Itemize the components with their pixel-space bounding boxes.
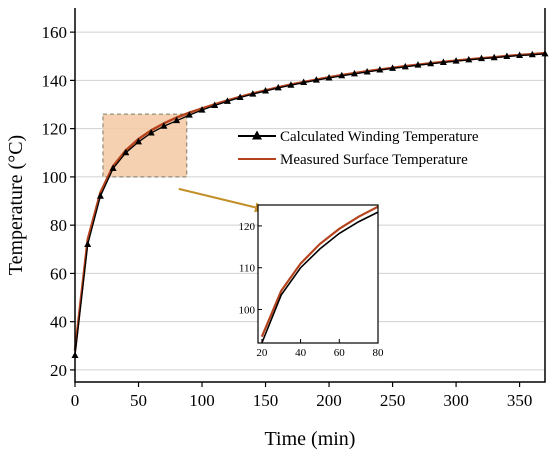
inset-background bbox=[258, 205, 378, 343]
data-point-calculated bbox=[490, 53, 498, 61]
data-point-calculated bbox=[211, 101, 219, 108]
data-point-calculated bbox=[338, 71, 346, 79]
legend-label-measured: Measured Surface Temperature bbox=[280, 152, 468, 168]
legend-label-calculated: Calculated Winding Temperature bbox=[280, 129, 479, 145]
data-point-calculated bbox=[287, 81, 295, 88]
zoom-highlight-box bbox=[102, 113, 188, 178]
x-tick-label: 250 bbox=[380, 391, 406, 410]
data-point-calculated bbox=[389, 64, 397, 71]
inset-y-tick-label: 100 bbox=[239, 305, 256, 317]
data-point-calculated bbox=[516, 51, 524, 59]
y-tick-label: 80 bbox=[50, 216, 67, 235]
y-tick-label: 40 bbox=[50, 313, 67, 332]
data-point-calculated bbox=[122, 148, 130, 156]
data-point-calculated bbox=[363, 67, 371, 75]
data-point-calculated bbox=[274, 83, 282, 91]
inset-series-group bbox=[260, 205, 379, 344]
inset-line-calculated bbox=[261, 211, 379, 344]
legend-item-calculated: Calculated Winding Temperature bbox=[238, 129, 479, 145]
data-point-calculated bbox=[376, 66, 384, 73]
data-point-calculated bbox=[528, 50, 536, 58]
data-point-calculated bbox=[452, 57, 460, 64]
x-tick-label: 350 bbox=[507, 391, 533, 410]
inset-axis-ticks: 20 40 60 80 100 110 120 bbox=[239, 221, 385, 359]
main-axis-ticks: 0 50 100 150 200 250 300 350 20 40 60 80 100 120 140 16… bbox=[42, 23, 533, 410]
data-point-calculated bbox=[401, 62, 409, 70]
legend-item-measured: Measured Surface Temperature bbox=[238, 152, 468, 168]
inset-line-measured bbox=[260, 205, 379, 338]
plot-frame bbox=[74, 8, 546, 383]
inset-y-tick-label: 120 bbox=[239, 221, 256, 233]
inset-y-tick-label: 110 bbox=[239, 263, 256, 275]
inset-x-tick-label: 80 bbox=[373, 347, 385, 359]
data-point-calculated bbox=[96, 192, 104, 199]
data-point-calculated bbox=[300, 78, 308, 86]
legend-marker-triangle bbox=[252, 130, 262, 140]
x-tick-label: 100 bbox=[189, 391, 215, 410]
x-tick-label: 0 bbox=[71, 391, 80, 410]
data-point-calculated bbox=[350, 69, 358, 77]
legend: Calculated Winding Temperature Measured … bbox=[238, 129, 479, 168]
data-point-calculated bbox=[465, 55, 473, 63]
data-point-calculated bbox=[84, 240, 92, 247]
data-point-calculated bbox=[439, 58, 447, 66]
data-point-calculated bbox=[160, 122, 168, 129]
data-point-calculated bbox=[249, 90, 257, 97]
data-point-calculated bbox=[109, 164, 117, 171]
x-tick-label: 50 bbox=[130, 391, 147, 410]
x-axis-title: Time (min) bbox=[265, 428, 356, 450]
data-point-calculated bbox=[185, 111, 193, 118]
data-point-calculated bbox=[414, 61, 422, 68]
inset-chart: 20 40 60 80 100 110 120 bbox=[239, 204, 385, 359]
y-tick-label: 120 bbox=[42, 120, 68, 139]
y-tick-label: 140 bbox=[42, 71, 68, 90]
data-point-calculated bbox=[262, 87, 270, 94]
data-point-calculated bbox=[147, 128, 155, 136]
x-tick-label: 300 bbox=[443, 391, 469, 410]
inset-x-tick-label: 40 bbox=[295, 347, 307, 359]
inset-x-tick-label: 60 bbox=[334, 347, 346, 359]
data-point-calculated bbox=[312, 76, 320, 83]
data-point-calculated bbox=[427, 59, 435, 67]
data-point-calculated bbox=[173, 116, 181, 124]
inset-x-tick-label: 20 bbox=[256, 347, 268, 359]
x-tick-label: 150 bbox=[253, 391, 279, 410]
y-tick-label: 20 bbox=[50, 361, 67, 380]
x-tick-label: 200 bbox=[316, 391, 342, 410]
inset-frame bbox=[257, 204, 379, 344]
y-tick-label: 60 bbox=[50, 264, 67, 283]
data-point-calculated bbox=[325, 73, 333, 81]
data-point-calculated bbox=[236, 93, 244, 101]
data-point-calculated bbox=[223, 97, 231, 104]
y-tick-label: 100 bbox=[42, 168, 68, 187]
y-axis-title: Temperature (°C) bbox=[5, 135, 27, 275]
zoom-arrow-line bbox=[178, 187, 256, 209]
data-point-calculated bbox=[135, 137, 143, 145]
main-series-group bbox=[71, 49, 549, 358]
y-tick-label: 160 bbox=[42, 23, 68, 42]
data-point-calculated bbox=[503, 52, 511, 59]
data-point-calculated bbox=[477, 54, 485, 62]
data-point-calculated bbox=[198, 106, 206, 113]
zoom-arrow bbox=[178, 187, 266, 213]
